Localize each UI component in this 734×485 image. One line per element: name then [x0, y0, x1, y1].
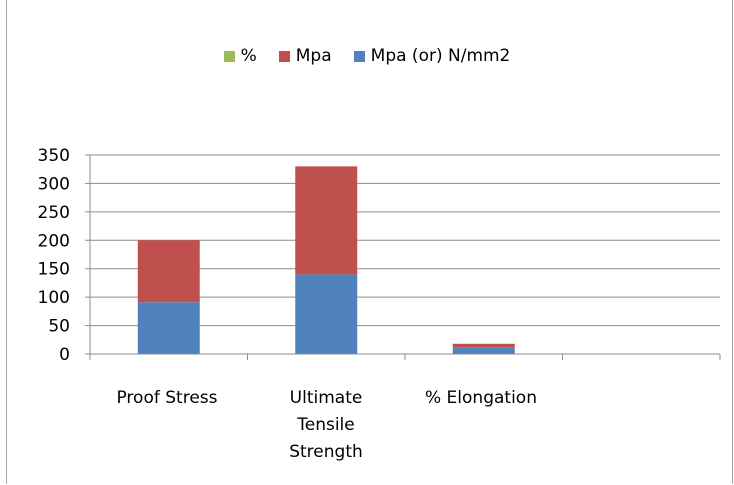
- y-tick-label: 150: [38, 260, 70, 280]
- x-category-label: Ultimate Tensile Strength: [289, 388, 363, 462]
- legend: % Mpa Mpa (or) N/mm2: [0, 46, 734, 66]
- y-tick-label: 300: [38, 174, 70, 194]
- x-category-label: Proof Stress: [116, 388, 218, 408]
- chart-frame: [6, 0, 733, 484]
- y-tick-label: 100: [38, 288, 70, 308]
- y-tick-label: 0: [59, 345, 70, 365]
- legend-label-mpa-or-nmm2: Mpa (or) N/mm2: [370, 46, 511, 66]
- x-category-label: % Elongation: [425, 388, 537, 408]
- legend-swatch-percent: [223, 50, 235, 62]
- y-tick-label: 250: [38, 203, 70, 223]
- legend-item-mpa: Mpa: [278, 46, 332, 66]
- bar-segment: [452, 347, 515, 354]
- bar-segment: [137, 302, 200, 354]
- legend-swatch-mpa: [278, 50, 290, 62]
- legend-label-mpa: Mpa: [295, 46, 332, 66]
- bar-segment: [295, 166, 358, 275]
- legend-item-percent: %: [223, 46, 257, 66]
- y-tick-label: 200: [38, 231, 70, 251]
- legend-label-percent: %: [240, 46, 257, 66]
- legend-item-mpa-or-nmm2: Mpa (or) N/mm2: [353, 46, 511, 66]
- bar-segment: [452, 343, 515, 348]
- legend-swatch-mpa-or-nmm2: [353, 50, 365, 62]
- bar-segment: [137, 240, 200, 303]
- y-tick-label: 50: [48, 317, 70, 337]
- y-tick-label: 350: [38, 146, 70, 166]
- bar-segment: [295, 274, 358, 354]
